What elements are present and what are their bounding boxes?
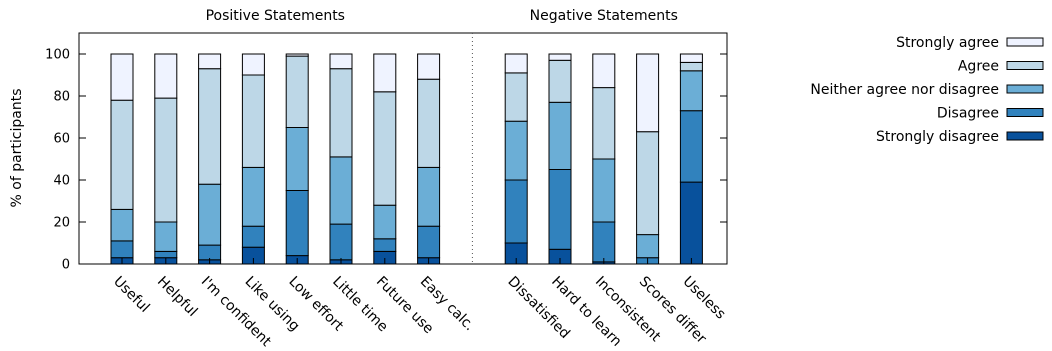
bar-segment-13-1 — [679, 181, 703, 265]
bar-segment-4-2 — [241, 225, 265, 248]
x-tick-label: Helpful — [154, 274, 200, 320]
bar-segment-4-3 — [241, 166, 265, 227]
bar-segment-2-5 — [154, 53, 178, 99]
bar-segment-10-5 — [548, 53, 572, 61]
bar-segment-1-4 — [110, 99, 134, 210]
bar-segment-13-4 — [679, 61, 703, 72]
y-tick-label: 0 — [62, 258, 70, 273]
bar-segment-7-3 — [373, 204, 397, 240]
x-tick-label: Useful — [110, 274, 152, 316]
bar-segment-5-2 — [285, 190, 309, 257]
legend-swatch — [1006, 108, 1044, 117]
bar-segment-9-4 — [504, 72, 528, 122]
y-tick-label: 80 — [53, 90, 70, 105]
bars-layer — [110, 53, 703, 265]
legend-label: Neither agree nor disagree — [810, 82, 999, 98]
bar-segment-11-2 — [592, 221, 616, 263]
legend-label: Strongly disagree — [876, 129, 999, 145]
bar-segment-6-3 — [329, 156, 353, 225]
bar-segment-8-3 — [417, 166, 441, 227]
bar-segment-11-3 — [592, 158, 616, 223]
y-axis: 0 20 40 60 80 100 — [45, 48, 727, 273]
legend-label: Disagree — [937, 106, 999, 122]
bar-segment-2-3 — [154, 221, 178, 252]
bar-segment-1-5 — [110, 53, 134, 101]
bar-segment-12-5 — [636, 53, 660, 133]
bar-segment-10-2 — [548, 169, 572, 250]
bar-segment-7-2 — [373, 238, 397, 252]
bar-segment-9-3 — [504, 120, 528, 181]
legend-swatch — [1006, 37, 1044, 47]
bar-segment-3-4 — [198, 68, 222, 185]
bar-segment-2-4 — [154, 97, 178, 223]
bar-segment-13-3 — [679, 70, 703, 112]
bar-segment-7-4 — [373, 91, 397, 206]
legend-label: Agree — [958, 59, 999, 75]
group-title-negative: Negative Statements — [530, 8, 678, 24]
bar-segment-1-2 — [110, 240, 134, 259]
bar-segment-1-3 — [110, 208, 134, 242]
bar-segment-5-5 — [285, 53, 309, 57]
bar-segment-9-2 — [504, 179, 528, 244]
bar-segment-6-2 — [329, 223, 353, 261]
bar-segment-4-5 — [241, 53, 265, 76]
bar-segment-5-4 — [285, 55, 309, 128]
bar-segment-13-5 — [679, 53, 703, 63]
bar-segment-6-4 — [329, 68, 353, 158]
bar-segment-2-2 — [154, 250, 178, 259]
bar-segment-11-4 — [592, 87, 616, 160]
bar-segment-3-5 — [198, 53, 222, 70]
y-tick-label: 60 — [53, 132, 70, 147]
bar-segment-13-2 — [679, 110, 703, 183]
bar-segment-8-2 — [417, 225, 441, 259]
bar-segment-10-3 — [548, 101, 572, 170]
bar-segment-7-5 — [373, 53, 397, 93]
bar-segment-3-3 — [198, 183, 222, 246]
bar-segment-10-4 — [548, 59, 572, 103]
bar-segment-8-5 — [417, 53, 441, 80]
legend-swatch — [1006, 84, 1044, 94]
y-axis-label: % of participants — [9, 88, 25, 207]
bar-segment-12-4 — [636, 131, 660, 236]
bar-segment-11-5 — [592, 53, 616, 89]
group-title-positive: Positive Statements — [206, 8, 345, 24]
y-tick-label: 40 — [53, 174, 70, 189]
bar-segment-6-5 — [329, 53, 353, 70]
bar-segment-3-2 — [198, 244, 222, 261]
bar-segment-12-3 — [636, 234, 660, 259]
y-tick-label: 100 — [45, 48, 70, 63]
legend-swatch — [1006, 61, 1044, 70]
legend-label: Strongly agree — [896, 35, 999, 51]
bar-segment-9-5 — [504, 53, 528, 74]
plot-frame — [78, 32, 728, 265]
bar-segment-5-3 — [285, 127, 309, 191]
legend-swatch — [1006, 131, 1044, 141]
legend: Strongly agree Agree Neither agree nor dis… — [810, 35, 1044, 145]
y-tick-label: 20 — [53, 216, 70, 231]
bar-segment-8-4 — [417, 78, 441, 168]
bar-segment-4-4 — [241, 74, 265, 168]
